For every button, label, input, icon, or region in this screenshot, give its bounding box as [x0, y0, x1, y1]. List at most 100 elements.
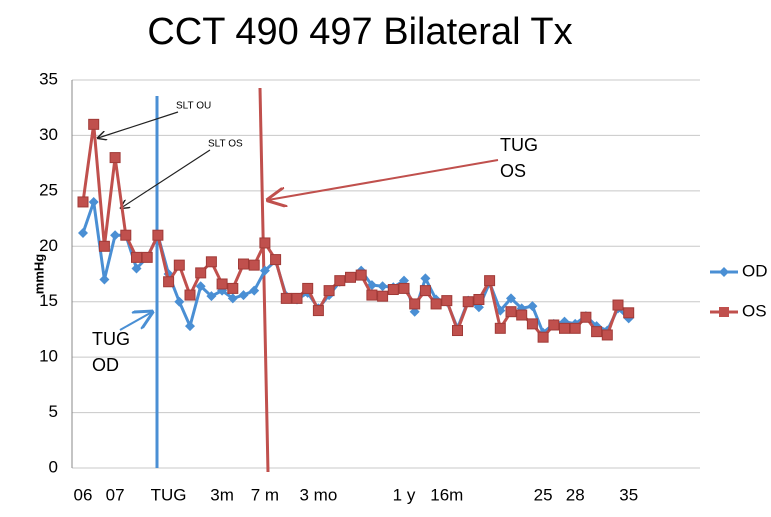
x-tick-label: 16m [430, 485, 463, 504]
point [78, 227, 88, 238]
point [419, 285, 431, 297]
x-tick-label: 3m [210, 485, 234, 504]
point [527, 301, 538, 312]
point [98, 240, 110, 252]
annotation: SLT OS [208, 139, 243, 150]
point [131, 263, 142, 274]
point [152, 229, 164, 241]
point [473, 293, 485, 305]
point [109, 152, 121, 164]
point [227, 282, 239, 294]
y-tick-label: 0 [49, 457, 58, 476]
x-tick-label: 28 [566, 485, 585, 504]
x-tick-label: 7 m [251, 485, 279, 504]
point [430, 298, 442, 310]
point [248, 259, 260, 271]
chart-title: CCT 490 497 Bilateral Tx [147, 11, 572, 53]
annotation: OS [500, 161, 526, 181]
point [259, 265, 270, 276]
point [580, 311, 592, 323]
point [526, 318, 538, 330]
point [506, 293, 516, 304]
point [163, 276, 175, 288]
point [270, 254, 282, 266]
point [184, 289, 196, 301]
annotation: TUG [500, 135, 538, 155]
point [280, 292, 292, 304]
point [99, 274, 110, 285]
y-tick-label: 35 [39, 69, 58, 88]
point [537, 331, 549, 343]
point [259, 237, 271, 249]
point [88, 196, 99, 207]
point [141, 251, 153, 263]
annotation: SLT OU [176, 101, 211, 112]
y-axis-label: mmHg [31, 254, 46, 295]
arrow [119, 312, 152, 331]
y-tick-label: 25 [39, 180, 58, 199]
x-tick-label: 25 [534, 485, 553, 504]
point [195, 281, 206, 292]
point [505, 306, 517, 318]
point [302, 282, 314, 294]
point [174, 296, 185, 307]
y-tick-label: 20 [39, 236, 58, 255]
arrow [98, 111, 179, 138]
point [77, 196, 89, 208]
y-tick-label: 30 [39, 125, 58, 144]
point [387, 284, 399, 296]
point [569, 322, 581, 334]
x-tick-label: 35 [619, 485, 638, 504]
point [195, 267, 207, 279]
point [420, 273, 431, 284]
x-tick-label: 1 y [393, 485, 416, 504]
x-tick-label: 3 mo [300, 485, 338, 504]
arrow [268, 159, 499, 200]
legend-label: OS [742, 301, 767, 320]
y-tick-label: 5 [49, 402, 58, 421]
legend-marker [719, 307, 729, 317]
point [548, 319, 560, 331]
point [110, 230, 121, 241]
point [494, 322, 506, 334]
point [484, 275, 496, 287]
x-tick-label: 06 [74, 485, 93, 504]
point [377, 281, 388, 292]
point [623, 307, 635, 319]
point [334, 275, 346, 287]
point [612, 299, 624, 311]
point [238, 258, 249, 270]
point [345, 271, 356, 283]
point [323, 285, 335, 297]
point [601, 329, 613, 341]
point [559, 322, 570, 334]
annotation: TUG [92, 329, 130, 349]
arrow [121, 149, 211, 208]
point [377, 290, 389, 302]
point [206, 291, 217, 302]
point [291, 292, 303, 304]
point [185, 321, 195, 332]
x-tick-label: 07 [106, 485, 125, 504]
point [312, 305, 324, 317]
point [216, 278, 228, 290]
series-line [81, 124, 630, 340]
point [120, 229, 132, 241]
legend-marker [719, 267, 729, 277]
x-tick-label: TUG [151, 485, 187, 504]
point [238, 290, 249, 301]
point [355, 269, 367, 281]
point [205, 256, 217, 268]
y-tick-label: 15 [39, 291, 58, 310]
point [462, 296, 474, 308]
point [516, 309, 528, 321]
annotation: OD [92, 355, 119, 375]
point [452, 325, 463, 337]
point [88, 118, 100, 130]
point [249, 285, 260, 296]
point [366, 289, 378, 301]
point [173, 259, 185, 271]
point [441, 295, 453, 307]
